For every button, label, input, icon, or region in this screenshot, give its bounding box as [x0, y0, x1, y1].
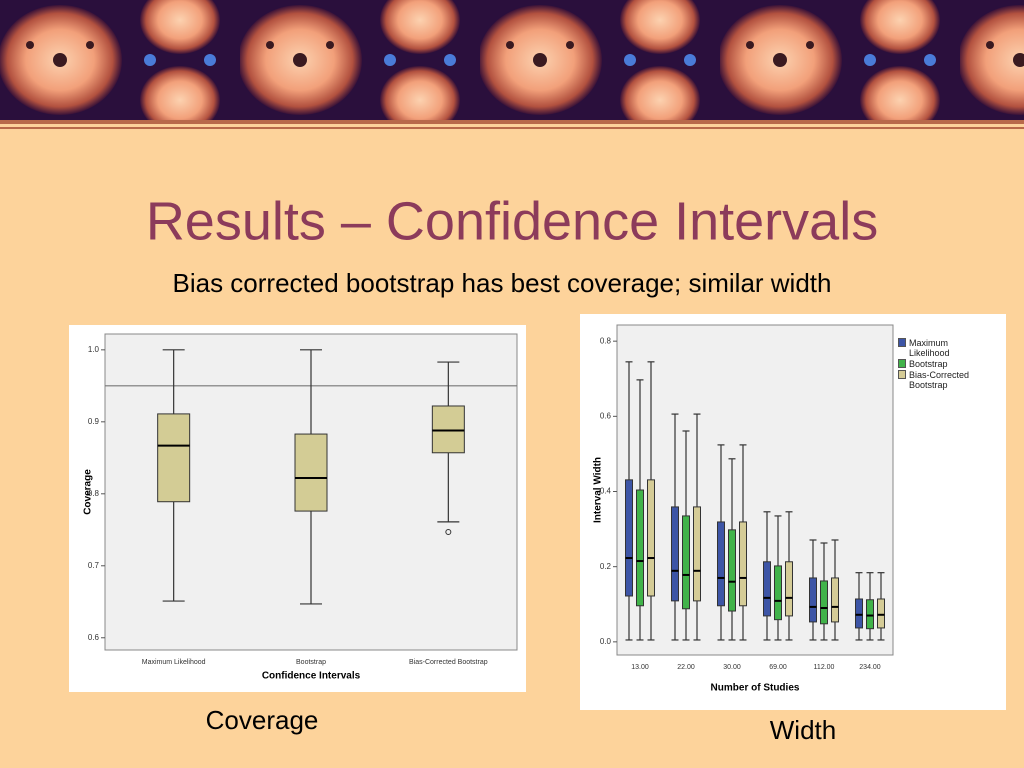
box: [717, 521, 725, 607]
legend-item: Bootstrap: [898, 359, 998, 369]
legend-item: Bias-Corrected Bootstrap: [898, 370, 998, 390]
slide-title: Results – Confidence Intervals: [146, 191, 878, 251]
banner-rule: [0, 127, 1024, 129]
y-tick-label: 0.0: [600, 637, 612, 646]
box: [625, 479, 633, 597]
y-tick-label: 0.6: [88, 633, 100, 642]
caption: Width: [770, 715, 836, 745]
x-tick-label: Bias-Corrected Bootstrap: [409, 659, 488, 666]
slide-subtitle: Bias corrected bootstrap has best covera…: [173, 268, 832, 298]
box: [682, 515, 690, 610]
y-tick-label: 1.0: [88, 345, 100, 354]
box: [647, 479, 655, 597]
legend: Maximum Likelihood Bootstrap Bias-Correcte…: [898, 338, 998, 391]
caption: Coverage: [206, 705, 319, 735]
outlier: [445, 528, 452, 535]
box: [866, 599, 874, 630]
x-tick-label: Maximum Likelihood: [142, 659, 206, 666]
x-tick-label: 22.00: [677, 664, 695, 671]
banner-rule: [0, 120, 1024, 124]
box: [763, 561, 771, 617]
box: [636, 489, 644, 607]
legend-label: Bootstrap: [909, 359, 948, 369]
y-tick-label: 0.2: [600, 562, 612, 571]
box: [877, 598, 885, 629]
x-axis-label: Confidence Intervals: [262, 671, 361, 682]
y-tick-label: 0.8: [88, 489, 100, 498]
y-tick-label: 0.6: [600, 411, 612, 420]
box: [774, 565, 782, 621]
legend-label: Maximum Likelihood: [909, 338, 950, 358]
x-tick-label: 112.00: [814, 664, 835, 671]
box: [855, 598, 863, 629]
box: [693, 506, 701, 602]
x-tick-label: 69.00: [769, 664, 787, 671]
plot-area: [616, 324, 894, 656]
y-tick-label: 0.4: [600, 487, 612, 496]
box: [809, 577, 817, 623]
box: [820, 580, 828, 625]
x-tick-label: 234.00: [859, 664, 881, 671]
legend-swatch: [898, 338, 906, 347]
box: [294, 433, 328, 512]
banner: [0, 0, 1024, 120]
x-tick-label: 13.00: [631, 664, 649, 671]
legend-label: Bias-Corrected Bootstrap: [909, 370, 970, 390]
x-tick-label: Bootstrap: [296, 659, 326, 666]
y-tick-label: 0.8: [600, 336, 612, 345]
box: [728, 529, 736, 612]
legend-swatch: [898, 359, 906, 368]
y-axis-label: Coverage: [83, 469, 94, 515]
x-axis-label: Number of Studies: [711, 683, 800, 694]
legend-swatch: [898, 370, 906, 379]
legend-item: Maximum Likelihood: [898, 338, 998, 358]
y-tick-label: 0.9: [88, 417, 100, 426]
x-tick-label: 30.00: [723, 664, 741, 671]
box: [671, 506, 679, 602]
box: [785, 561, 793, 617]
box: [431, 405, 465, 454]
box: [739, 521, 747, 607]
box: [157, 413, 191, 503]
y-axis-label: Interval Width: [593, 457, 604, 523]
box: [831, 577, 839, 623]
y-tick-label: 0.7: [88, 561, 100, 570]
